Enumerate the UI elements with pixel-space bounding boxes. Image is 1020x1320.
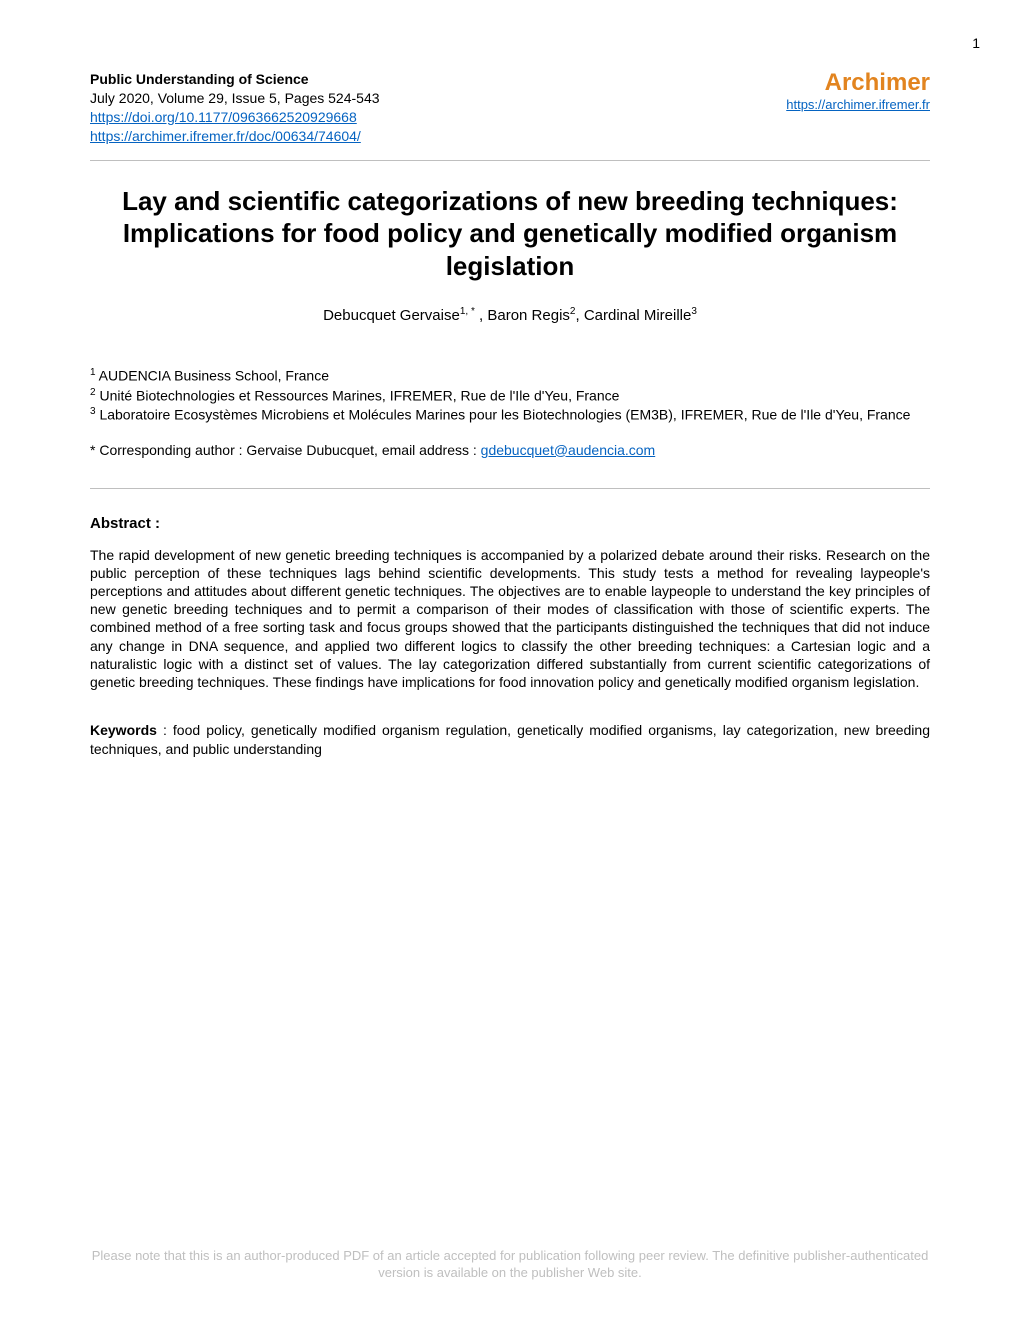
keywords-label: Keywords xyxy=(90,722,157,738)
author-1: Debucquet Gervaise xyxy=(323,307,460,324)
issue-line: July 2020, Volume 29, Issue 5, Pages 524… xyxy=(90,89,380,108)
corresponding-email-link[interactable]: gdebucquet@audencia.com xyxy=(481,442,656,458)
affiliations: 1 AUDENCIA Business School, France 2 Uni… xyxy=(90,366,930,425)
archimer-title: Archimer xyxy=(786,70,930,96)
keywords-sep: : xyxy=(157,722,173,738)
keywords-block: Keywords : food policy, genetically modi… xyxy=(90,721,930,759)
author-3-sup: 3 xyxy=(691,306,697,317)
affiliation-3: 3 Laboratoire Ecosystèmes Microbiens et … xyxy=(90,405,930,425)
publication-info: Public Understanding of Science July 202… xyxy=(90,70,380,146)
affiliation-2: 2 Unité Biotechnologies et Ressources Ma… xyxy=(90,386,930,406)
archimer-block: Archimer https://archimer.ifremer.fr xyxy=(786,70,930,112)
aff-1-text: AUDENCIA Business School, France xyxy=(96,368,329,384)
authors-line: Debucquet Gervaise1, * , Baron Regis2, C… xyxy=(90,306,930,324)
divider-mid xyxy=(90,488,930,489)
author-1-sup: 1, * xyxy=(460,306,475,317)
aff-3-text: Laboratoire Ecosystèmes Microbiens et Mo… xyxy=(96,407,911,423)
abstract-heading: Abstract : xyxy=(90,515,930,532)
divider-top xyxy=(90,160,930,161)
journal-name: Public Understanding of Science xyxy=(90,70,380,89)
archimer-home-link[interactable]: https://archimer.ifremer.fr xyxy=(786,97,930,112)
abstract-text: The rapid development of new genetic bre… xyxy=(90,546,930,692)
author-sep-2: , xyxy=(575,307,583,324)
author-sep-1: , xyxy=(475,307,488,324)
paper-title: Lay and scientific categorizations of ne… xyxy=(110,185,910,283)
author-2: Baron Regis xyxy=(487,307,570,324)
aff-2-text: Unité Biotechnologies et Ressources Mari… xyxy=(96,387,620,403)
archimer-doc-link[interactable]: https://archimer.ifremer.fr/doc/00634/74… xyxy=(90,128,361,144)
page-number: 1 xyxy=(972,35,980,51)
corresponding-author: * Corresponding author : Gervaise Dubucq… xyxy=(90,441,930,460)
affiliation-1: 1 AUDENCIA Business School, France xyxy=(90,366,930,386)
author-3: Cardinal Mireille xyxy=(584,307,692,324)
corresponding-prefix: * Corresponding author : Gervaise Dubucq… xyxy=(90,442,481,458)
footer-note: Please note that this is an author-produ… xyxy=(90,1248,930,1282)
keywords-text: food policy, genetically modified organi… xyxy=(90,722,930,757)
header-block: Public Understanding of Science July 202… xyxy=(90,70,930,146)
doi-link[interactable]: https://doi.org/10.1177/0963662520929668 xyxy=(90,109,357,125)
